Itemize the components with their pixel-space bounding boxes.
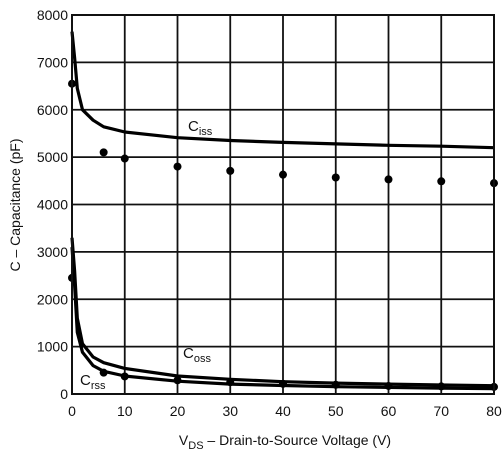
y-tick-label: 6000: [37, 102, 68, 118]
series-label-crss-main: C: [80, 372, 91, 389]
x-tick-label: 60: [381, 403, 397, 419]
x-axis-title-main: V: [179, 432, 189, 448]
x-tick-label: 80: [486, 403, 502, 419]
y-tick-label: 4000: [37, 197, 68, 213]
x-tick-label: 20: [170, 403, 186, 419]
data-point-measured-lower: [384, 381, 393, 390]
series-line-ciss: [70, 31, 495, 150]
y-tick-label: 7000: [37, 54, 68, 70]
x-tick-label: 70: [433, 403, 449, 419]
data-point-measured-lower: [120, 372, 129, 381]
y-tick-label: 5000: [37, 149, 68, 165]
data-point-measured-upper: [120, 154, 129, 163]
data-point-measured-upper: [384, 175, 393, 184]
y-tick-label: 0: [60, 386, 68, 402]
data-point-measured-lower: [226, 378, 235, 387]
data-point-measured-upper: [99, 148, 108, 157]
y-tick-label: 1000: [37, 339, 68, 355]
data-point-measured-lower: [437, 382, 446, 391]
data-point-measured-upper: [437, 177, 446, 186]
x-tick-label: 40: [275, 403, 291, 419]
series-label-ciss-main: C: [188, 118, 199, 135]
series-lines: [70, 31, 495, 391]
plot-frame: [71, 14, 495, 395]
series-label-ciss-sub: iss: [199, 126, 213, 138]
data-point-measured-upper: [279, 170, 287, 179]
series-points: [68, 79, 498, 391]
series-label-crss: Crss: [80, 372, 106, 392]
series-label-ciss: Ciss: [188, 118, 213, 138]
series-label-coss-main: C: [183, 345, 194, 362]
series-label-coss: Coss: [183, 345, 211, 365]
series-label-crss-sub: rss: [91, 380, 106, 392]
data-point-measured-upper: [331, 173, 340, 182]
y-tick-label: 2000: [37, 291, 68, 307]
y-axis-title: C – Capacitance (pF): [7, 138, 23, 271]
x-tick-label: 30: [222, 403, 238, 419]
grid: [72, 15, 494, 394]
data-point-measured-lower: [331, 380, 340, 389]
x-axis-title-rest: – Drain-to-Source Voltage (V): [204, 432, 392, 448]
y-tick-label: 3000: [37, 244, 68, 260]
series-line-crss: [70, 246, 495, 391]
y-tick-label: 8000: [37, 7, 68, 23]
x-tick-label: 10: [117, 403, 133, 419]
x-axis-title-subscript: DS: [188, 440, 203, 452]
tick-labels: 0 10 20 30 40 50 60 70 80 0 1000 2000 3000 4000 5000 60…: [37, 7, 502, 419]
data-point-measured-lower: [99, 368, 108, 377]
data-point-measured-upper: [226, 166, 235, 175]
data-point-measured-upper: [173, 162, 182, 171]
x-tick-label: 0: [68, 403, 76, 419]
data-point-measured-lower: [173, 376, 182, 385]
data-point-measured-lower: [279, 379, 287, 388]
series-label-coss-sub: oss: [194, 353, 212, 365]
x-tick-label: 50: [328, 403, 344, 419]
x-axis-title: VDS – Drain-to-Source Voltage (V): [179, 432, 391, 452]
